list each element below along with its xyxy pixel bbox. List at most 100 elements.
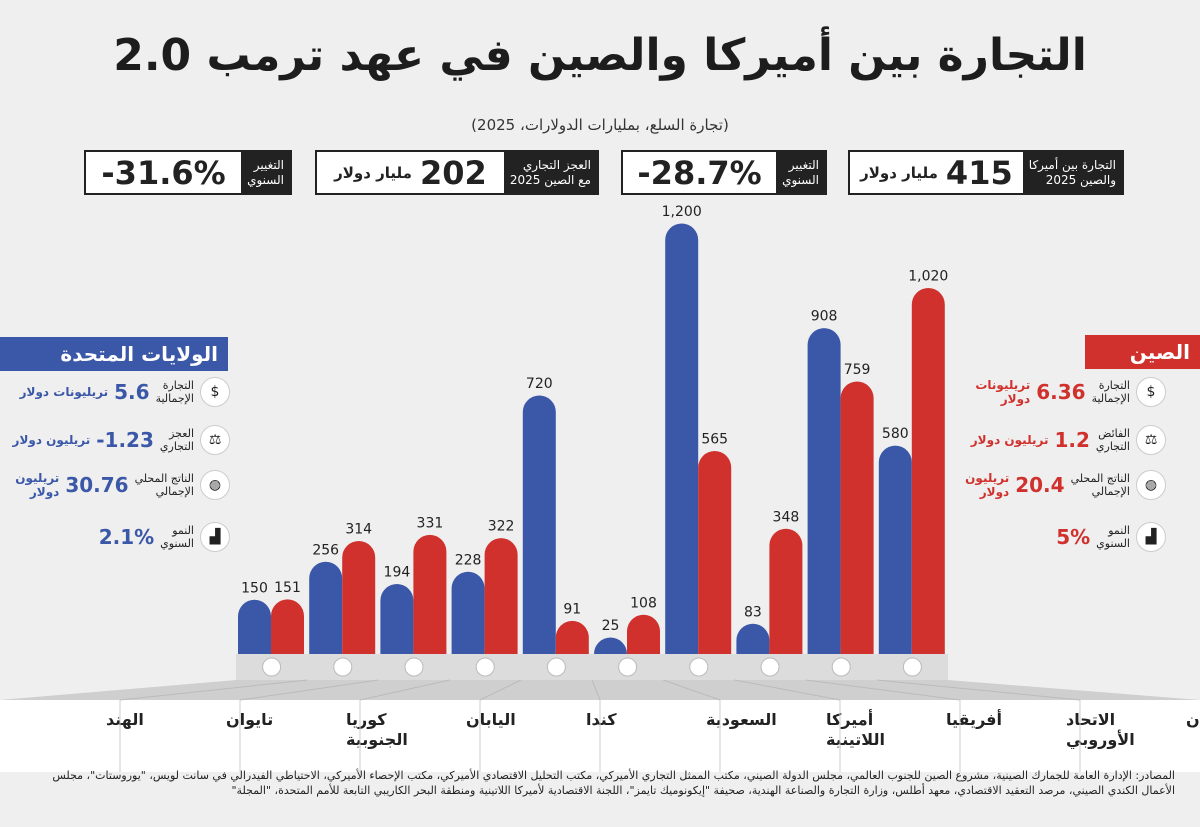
- category-label: آسيان: [1186, 709, 1200, 729]
- bar-china-3: [484, 538, 518, 654]
- stat-label: الناتج المحلي: [1070, 472, 1130, 485]
- stat-unit: دولار: [979, 485, 1010, 499]
- canada-flag-icon: [546, 657, 566, 677]
- japan-flag-icon: [475, 657, 495, 677]
- stat-unit: تريليون دولار: [12, 433, 91, 447]
- scale-icon: ⚖: [1136, 425, 1166, 455]
- kpi-value: 202: [419, 153, 487, 192]
- china-stat-growth: ▟ النمو السنوي 5%: [1056, 522, 1166, 552]
- stat-label: السنوي: [160, 537, 194, 550]
- bar-usa-5: [594, 637, 627, 654]
- kpi-value: 415: [945, 153, 1013, 192]
- stat-label: التجاري: [159, 440, 194, 453]
- stat-value: 20.4: [1015, 473, 1065, 497]
- category-label: الأوروبي: [1066, 730, 1135, 750]
- stat-unit: دولار: [29, 485, 60, 499]
- category-label: كوريا: [346, 710, 387, 729]
- bar-usa-2: [380, 583, 414, 654]
- stat-label: الفائض: [1098, 427, 1130, 440]
- bar-usa-8: [807, 328, 841, 654]
- table-divider: [876, 679, 1081, 701]
- eu-flag-icon: [831, 657, 851, 677]
- china-stat-total-trade: $ التجارة الإجمالية 6.36 تريليونات دولار: [975, 377, 1166, 407]
- stat-label: الإجمالي: [1091, 485, 1130, 498]
- stat-label: التجارة: [162, 379, 194, 392]
- category-label: تايوان: [226, 710, 273, 729]
- table-divider: [591, 679, 601, 701]
- stat-label: السنوي: [1096, 537, 1130, 550]
- category-label: كندا: [586, 710, 617, 729]
- bar-china-0: [271, 599, 304, 654]
- taiwan-flag-icon: [333, 657, 353, 677]
- category-label: الهند: [106, 710, 144, 729]
- bar-china-7: [769, 528, 803, 654]
- page-subtitle: (تجارة السلع، بمليارات الدولارات، 2025): [471, 116, 729, 134]
- bar-usa-1: [309, 561, 343, 654]
- page-title: التجارة بين أميركا والصين في عهد ترمب 2.…: [113, 30, 1087, 81]
- bar-usa-3: [451, 571, 485, 654]
- bar-china-6: [698, 451, 732, 654]
- kpi-label: السنوي: [247, 172, 284, 187]
- bar-usa-7: [736, 623, 770, 654]
- kpi-trade-total: التجارة بين أميركا والصين 2025 415 مليار…: [848, 150, 1124, 195]
- growth-chart-icon: ▟: [1136, 522, 1166, 552]
- usa-stat-deficit: ⚖ العجز التجاري -1.23 تريليون دولار: [13, 425, 230, 455]
- south-korea-flag-icon: [404, 657, 424, 677]
- kpi-deficit-change: التغيير السنوي -31.6%: [84, 150, 292, 195]
- data-label: 908: [811, 309, 838, 325]
- bar-china-8: [840, 381, 874, 654]
- stat-label: الإجمالي: [155, 485, 194, 498]
- data-label: 150: [241, 580, 268, 596]
- table-divider: [663, 679, 721, 701]
- stat-value: 6.36: [1036, 380, 1086, 404]
- data-label: 25: [602, 618, 620, 634]
- category-label: الجنوبية: [346, 730, 408, 749]
- kpi-trade-change: التغيير السنوي -28.7%: [621, 150, 827, 195]
- data-label: 331: [417, 515, 444, 531]
- bar-china-5: [627, 614, 660, 654]
- data-label: 83: [744, 604, 762, 620]
- globe-dollar-icon: ◍: [200, 470, 230, 500]
- data-label: 228: [455, 552, 482, 568]
- stat-unit: تريليونات دولار: [19, 385, 109, 399]
- data-label: 151: [274, 580, 301, 596]
- bar-china-1: [342, 540, 376, 654]
- globe-dollar-icon: ◍: [1136, 470, 1166, 500]
- stat-value: 2.1%: [98, 525, 155, 549]
- category-label: السعودية: [706, 710, 777, 729]
- bar-usa-4: [522, 395, 556, 654]
- data-label: 314: [345, 521, 372, 537]
- stat-unit: تريليون: [965, 471, 1010, 485]
- bar-china-4: [555, 620, 589, 654]
- scale-icon: ⚖: [200, 425, 230, 455]
- data-label: 1,020: [908, 269, 948, 285]
- stat-label: الإجمالية: [155, 392, 194, 405]
- data-label: 565: [701, 432, 728, 448]
- kpi-unit: مليار دولار: [334, 163, 412, 182]
- category-label: اللاتينية: [826, 730, 885, 749]
- kpi-label: مع الصين 2025: [509, 172, 591, 187]
- kpi-deficit: العجز التجاري مع الصين 2025 202 مليار دو…: [315, 150, 599, 195]
- category-label: أفريقيا: [946, 709, 1002, 729]
- data-label: 256: [312, 542, 339, 558]
- stat-label: العجز: [169, 427, 194, 440]
- stat-label: الناتج المحلي: [134, 472, 194, 485]
- flag-strip: [236, 654, 948, 680]
- data-label: 348: [773, 509, 800, 525]
- data-label: 322: [488, 519, 515, 535]
- sources-note: المصادر: الإدارة العامة للجمارك الصينية،…: [52, 769, 1175, 797]
- globe-americas-icon: [689, 657, 709, 677]
- usa-stat-total-trade: $ التجارة الإجمالية 5.6 تريليونات دولار: [20, 377, 230, 407]
- bar-china-2: [413, 534, 447, 654]
- stat-unit: تريليون: [15, 471, 60, 485]
- bar-china-9: [911, 288, 945, 654]
- stat-label: التجارة: [1098, 379, 1130, 392]
- china-panel-title: الصين: [1085, 335, 1200, 369]
- saudi-flag-icon: [618, 657, 638, 677]
- bar-usa-6: [665, 223, 699, 654]
- table-divider: [734, 679, 841, 701]
- data-label: 194: [384, 564, 411, 580]
- stat-label: النمو: [1108, 524, 1130, 537]
- kpi-label: التجارة بين أميركا: [1028, 157, 1116, 172]
